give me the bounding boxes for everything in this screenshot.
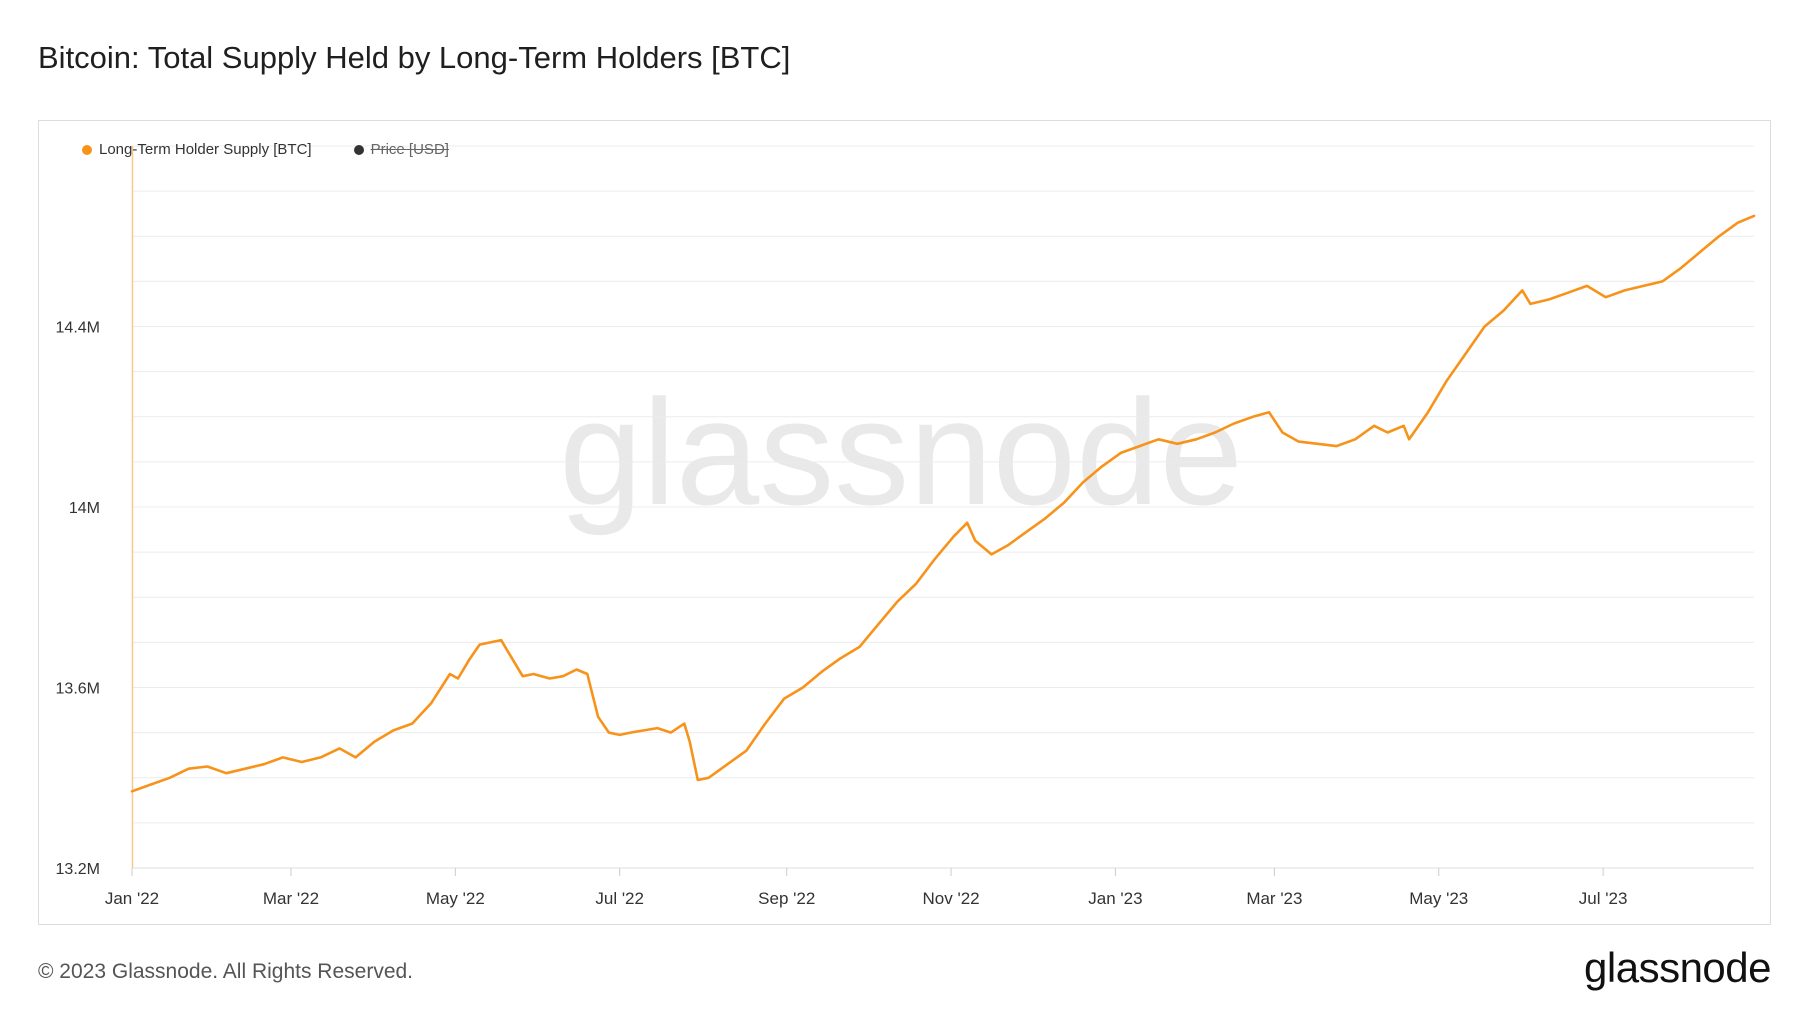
legend-dot-orange-icon: [82, 144, 92, 155]
chart-panel: glassnode Jan '22 Mar '22 May '22 Jul '22 Se…: [38, 120, 1771, 925]
x-tick-label: Jan '22: [105, 889, 159, 908]
y-tick-label: 13.6M: [56, 681, 100, 698]
x-tick-label: Jul '22: [595, 889, 644, 908]
legend-dot-dark-icon: [353, 144, 364, 155]
legend-label: Price [USD]: [370, 141, 449, 158]
x-tick-label: Nov '22: [923, 889, 980, 908]
y-tick-label: 14.4M: [56, 320, 100, 337]
legend-item-price[interactable]: Price [USD]: [353, 141, 449, 158]
x-tick-label: Jan '23: [1088, 889, 1142, 908]
grid-lines: [132, 145, 1754, 869]
watermark-text: glassnode: [559, 368, 1243, 536]
x-tick-label: Mar '23: [1246, 889, 1302, 908]
legend: Long-Term Holder Supply [BTC] Price [USD…: [82, 141, 449, 158]
y-tick-label: 14M: [69, 500, 100, 517]
glassnode-logo[interactable]: glassnode: [1584, 944, 1771, 991]
chart-canvas[interactable]: glassnode Jan '22 Mar '22 May '22 Jul '22 Se…: [39, 121, 1772, 926]
copyright-text: © 2023 Glassnode. All Rights Reserved.: [38, 960, 414, 983]
y-axis: 13.2M 13.6M 14M 14.4M: [56, 320, 100, 879]
chart-title: Bitcoin: Total Supply Held by Long-Term …: [38, 40, 791, 75]
y-tick-label: 13.2M: [56, 861, 100, 878]
series-group: [130, 214, 1756, 793]
x-axis: Jan '22 Mar '22 May '22 Jul '22 Sep '22 Nov '…: [105, 146, 1754, 908]
series-line-ltholder-supply[interactable]: [130, 214, 1756, 793]
legend-label: Long-Term Holder Supply [BTC]: [99, 141, 312, 158]
x-tick-label: Sep '22: [758, 889, 815, 908]
x-tick-label: Mar '22: [263, 889, 319, 908]
x-tick-label: May '22: [426, 889, 485, 908]
legend-item-ltholder-supply[interactable]: Long-Term Holder Supply [BTC]: [82, 141, 312, 158]
x-tick-label: May '23: [1409, 889, 1468, 908]
x-tick-label: Jul '23: [1579, 889, 1628, 908]
